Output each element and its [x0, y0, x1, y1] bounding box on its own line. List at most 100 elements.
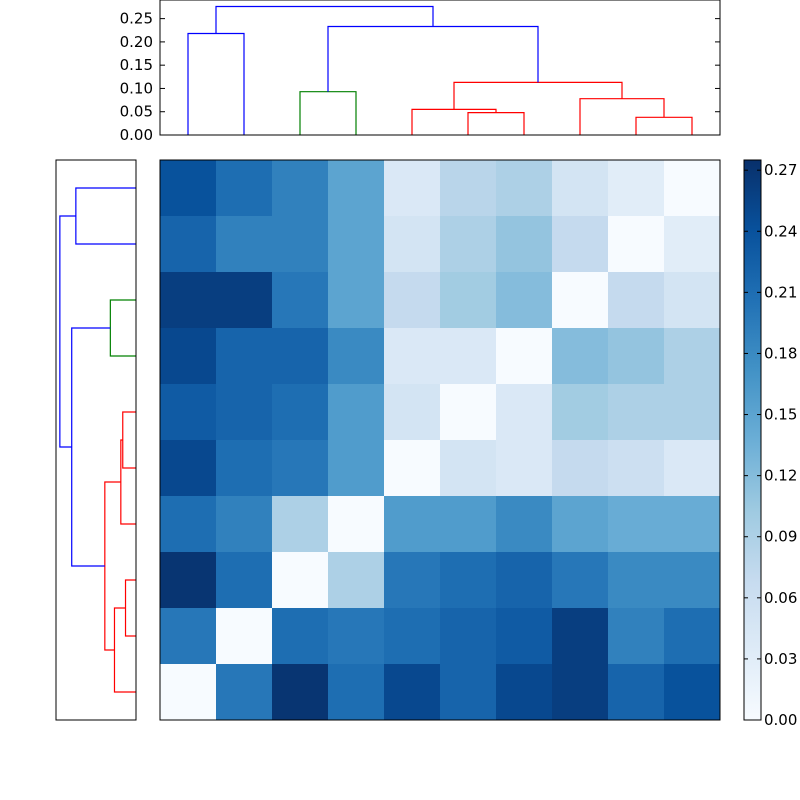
heatmap-cell-r9-c2	[272, 664, 329, 721]
heatmap-cell-r9-c1	[216, 664, 273, 721]
heatmap-cell-r6-c0	[160, 496, 217, 553]
heatmap-cell-r7-c8	[608, 552, 665, 609]
colorbar-tick-label: 0.21	[764, 283, 797, 301]
heatmap-cell-r5-c0	[160, 440, 217, 497]
heatmap-cell-r6-c2	[272, 496, 329, 553]
heatmap-cell-r8-c6	[496, 608, 553, 665]
heatmap-cell-r1-c4	[384, 216, 441, 273]
top-dendrogram-link-5	[579, 98, 665, 135]
heatmap-cell-r8-c1	[216, 608, 273, 665]
heatmap-cell-r9-c8	[608, 664, 665, 721]
top-y-tick-label: 0.00	[120, 126, 153, 144]
heatmap-cell-r9-c7	[552, 664, 609, 721]
heatmap-cell-r7-c9	[664, 552, 721, 609]
heatmap-cell-r9-c0	[160, 664, 217, 721]
heatmap-cell-r8-c7	[552, 608, 609, 665]
heatmap-cell-r4-c9	[664, 384, 721, 441]
left-dendrogram-link-6	[104, 481, 121, 651]
heatmap-cell-r2-c2	[272, 272, 329, 329]
top-dendrogram-frame	[159, 0, 721, 136]
heatmap-cell-r3-c2	[272, 328, 329, 385]
top-y-tick-label: 0.15	[120, 56, 153, 74]
top-dendrogram-link-1	[299, 91, 357, 135]
heatmap-cell-r1-c7	[552, 216, 609, 273]
heatmap-cell-r6-c9	[664, 496, 721, 553]
heatmap-cell-r6-c6	[496, 496, 553, 553]
colorbar-tick-label: 0.09	[764, 528, 797, 546]
heatmap-cell-r7-c0	[160, 552, 217, 609]
heatmap-cell-r0-c7	[552, 160, 609, 217]
heatmap-cell-r5-c2	[272, 440, 329, 497]
top-dendrogram-y-axis: 0.00 0.05 0.10 0.15 0.20 0.25	[120, 10, 720, 144]
heatmap-cell-r0-c3	[328, 160, 385, 217]
left-dendrogram-link-0	[75, 187, 136, 245]
heatmap-cell-r7-c7	[552, 552, 609, 609]
heatmap-cell-r0-c2	[272, 160, 329, 217]
heatmap-cell-r4-c7	[552, 384, 609, 441]
heatmap-cell-r2-c6	[496, 272, 553, 329]
heatmap-cell-r3-c4	[384, 328, 441, 385]
heatmap-cell-r0-c5	[440, 160, 497, 217]
heatmap-cell-r2-c1	[216, 272, 273, 329]
left-dendrogram	[59, 187, 136, 693]
heatmap-cell-r7-c2	[272, 552, 329, 609]
heatmap-cell-r6-c7	[552, 496, 609, 553]
heatmap-cell-r2-c0	[160, 272, 217, 329]
heatmap-cell-r7-c6	[496, 552, 553, 609]
heatmap-cell-r8-c9	[664, 608, 721, 665]
top-y-tick-label: 0.25	[120, 10, 153, 28]
heatmap-cell-r9-c4	[384, 664, 441, 721]
colorbar-tick-label: 0.06	[764, 589, 797, 607]
heatmap-cell-r5-c1	[216, 440, 273, 497]
heatmap-cell-r3-c8	[608, 328, 665, 385]
heatmap-cell-r5-c8	[608, 440, 665, 497]
heatmap-cell-r5-c3	[328, 440, 385, 497]
top-dendrogram-link-7	[327, 25, 539, 92]
heatmap-cell-r7-c4	[384, 552, 441, 609]
heatmap-cell-r9-c3	[328, 664, 385, 721]
colorbar-frame	[743, 159, 762, 721]
heatmap-cell-r1-c6	[496, 216, 553, 273]
heatmap-cell-r8-c4	[384, 608, 441, 665]
heatmap-cell-r0-c6	[496, 160, 553, 217]
left-dendrogram-frame	[55, 159, 137, 721]
heatmap-cell-r2-c9	[664, 272, 721, 329]
heatmap-cell-r7-c3	[328, 552, 385, 609]
left-dendrogram-link-3	[120, 439, 136, 525]
heatmap-cell-r6-c1	[216, 496, 273, 553]
colorbar-tick-label: 0.15	[764, 406, 797, 424]
top-dendrogram-link-3	[411, 108, 497, 135]
top-y-tick-label: 0.10	[120, 79, 153, 97]
heatmap-cell-r4-c6	[496, 384, 553, 441]
heatmap-cell-r5-c9	[664, 440, 721, 497]
colorbar-tick-label: 0.27	[764, 161, 797, 179]
heatmap-cell-r5-c4	[384, 440, 441, 497]
top-y-tick-label: 0.20	[120, 33, 153, 51]
colorbar-tick-label: 0.18	[764, 344, 797, 362]
heatmap-cell-r4-c1	[216, 384, 273, 441]
heatmap-cell-r4-c0	[160, 384, 217, 441]
heatmap-cell-r2-c5	[440, 272, 497, 329]
heatmap-cell-r3-c0	[160, 328, 217, 385]
heatmap-cell-r8-c5	[440, 608, 497, 665]
left-dendrogram-link-2	[122, 411, 136, 469]
heatmap-cell-r0-c0	[160, 160, 217, 217]
heatmap-cell-r9-c6	[496, 664, 553, 721]
heatmap-cell-r3-c5	[440, 328, 497, 385]
heatmap-cell-r8-c8	[608, 608, 665, 665]
heatmap-cell-r0-c4	[384, 160, 441, 217]
heatmap-cell-r2-c7	[552, 272, 609, 329]
heatmap	[160, 160, 721, 721]
heatmap-cell-r6-c8	[608, 496, 665, 553]
colorbar-tick-label: 0.24	[764, 222, 797, 240]
heatmap-cell-r1-c2	[272, 216, 329, 273]
left-dendrogram-link-5	[113, 607, 136, 693]
heatmap-cell-r8-c3	[328, 608, 385, 665]
heatmap-frame	[159, 159, 721, 721]
heatmap-cell-r0-c1	[216, 160, 273, 217]
heatmap-cell-r7-c5	[440, 552, 497, 609]
heatmap-cell-r4-c3	[328, 384, 385, 441]
heatmap-cell-r6-c4	[384, 496, 441, 553]
heatmap-cell-r0-c8	[608, 160, 665, 217]
